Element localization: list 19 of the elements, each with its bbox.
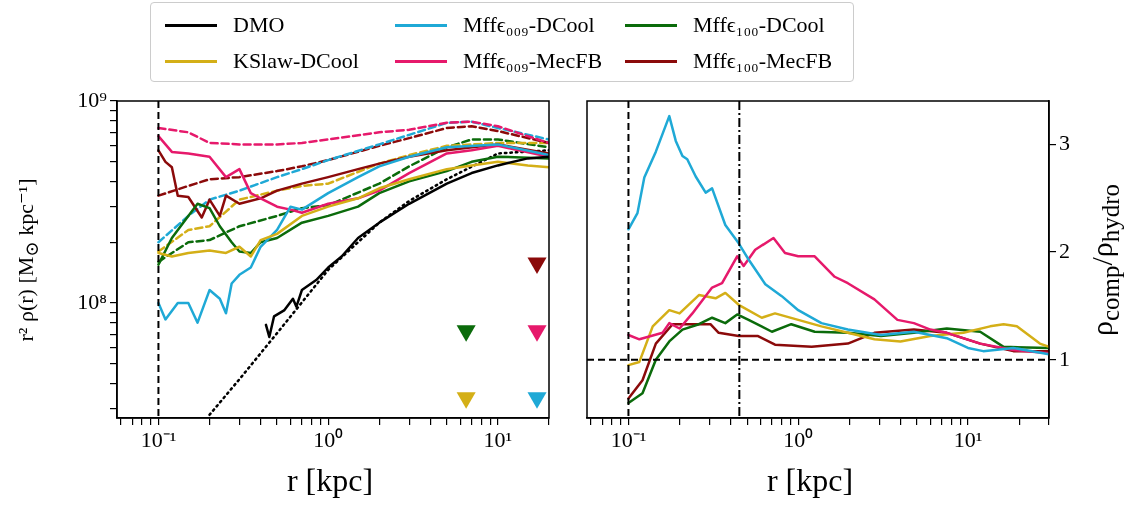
y-tick-label: 10⁸: [77, 288, 107, 314]
legend-label: DMO: [233, 12, 285, 38]
legend-label: KSlaw-DCool: [233, 48, 359, 74]
y-tick-label: 10⁹: [77, 86, 108, 112]
legend-label: Mffϵ₀₀₉-MecFB: [463, 48, 603, 74]
x-tick-label: 10⁰: [783, 426, 814, 452]
y-tick-label: 3: [1059, 129, 1070, 155]
legend-label: Mffϵ₁₀₀-MecFB: [693, 48, 833, 74]
legend-label: Mffϵ₀₀₉-DCool: [463, 12, 595, 38]
x-tick-label: 10⁻¹: [610, 426, 647, 452]
x-tick-label: 10⁻¹: [140, 426, 177, 452]
y-tick-label: 1: [1059, 345, 1070, 371]
x-tick-label: 10¹: [483, 426, 513, 452]
x-axis-title: r [kpc]: [765, 462, 855, 499]
x-tick-label: 10¹: [953, 426, 983, 452]
legend-label: Mffϵ₁₀₀-DCool: [693, 12, 825, 38]
y-tick-label: 2: [1059, 237, 1070, 263]
x-tick-label: 10⁰: [313, 426, 344, 452]
x-axis-title: r [kpc]: [285, 462, 375, 499]
